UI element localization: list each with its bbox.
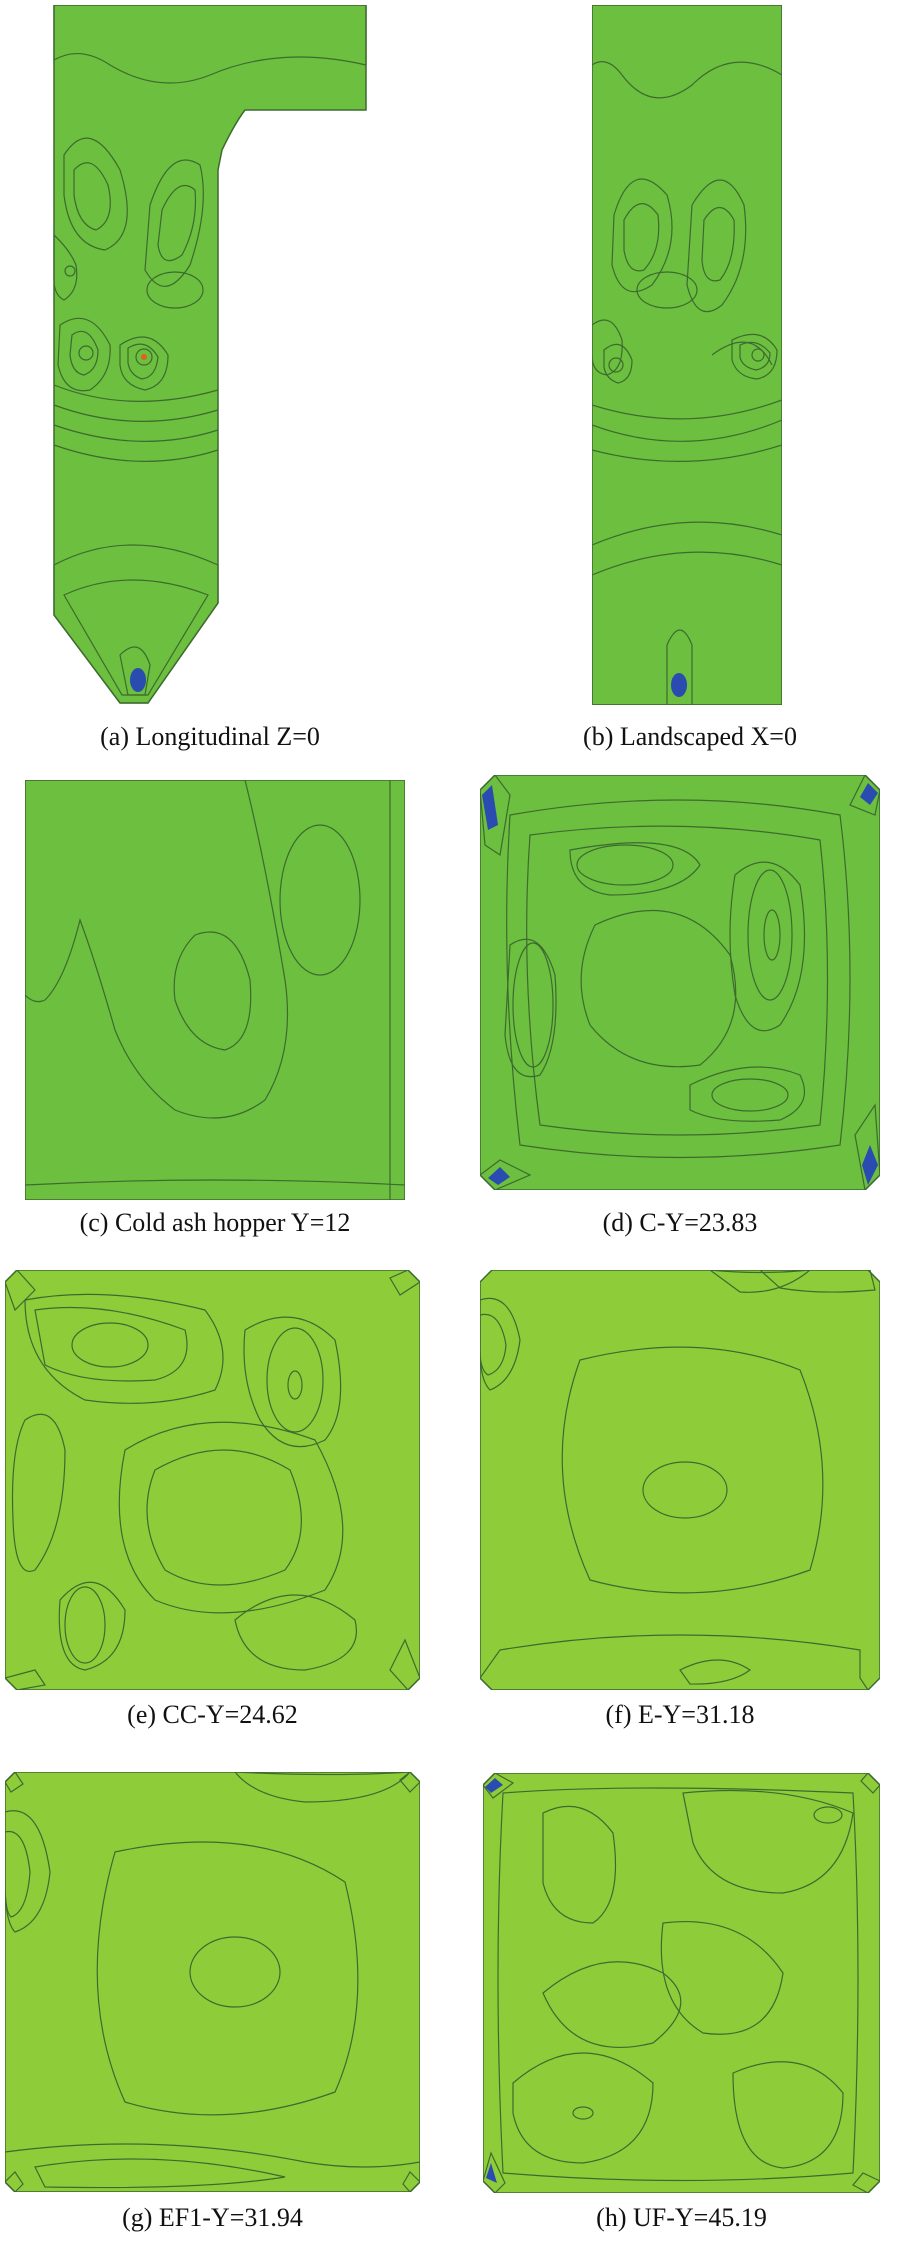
caption-b: (b) Landscaped X=0 — [583, 722, 797, 751]
panel-c-cold-ash-hopper-contour — [25, 780, 405, 1200]
caption-g: (g) EF1-Y=31.94 — [122, 2203, 303, 2232]
panel-a-longitudinal-contour — [50, 5, 370, 705]
caption-f: (f) E-Y=31.18 — [605, 1700, 755, 1729]
panel-b-landscaped-contour — [592, 5, 782, 705]
panel-e-contour — [5, 1270, 420, 1690]
caption-h: (h) UF-Y=45.19 — [596, 2203, 767, 2232]
panel-h-contour — [483, 1773, 880, 2193]
caption-d: (d) C-Y=23.83 — [602, 1208, 758, 1237]
caption-e: (e) CC-Y=24.62 — [127, 1700, 298, 1729]
caption-c: (c) Cold ash hopper Y=12 — [79, 1208, 351, 1237]
panel-g-contour — [5, 1772, 420, 2192]
panel-f-contour — [480, 1270, 880, 1690]
caption-a: (a) Longitudinal Z=0 — [100, 722, 320, 751]
panel-d-contour — [480, 775, 880, 1190]
